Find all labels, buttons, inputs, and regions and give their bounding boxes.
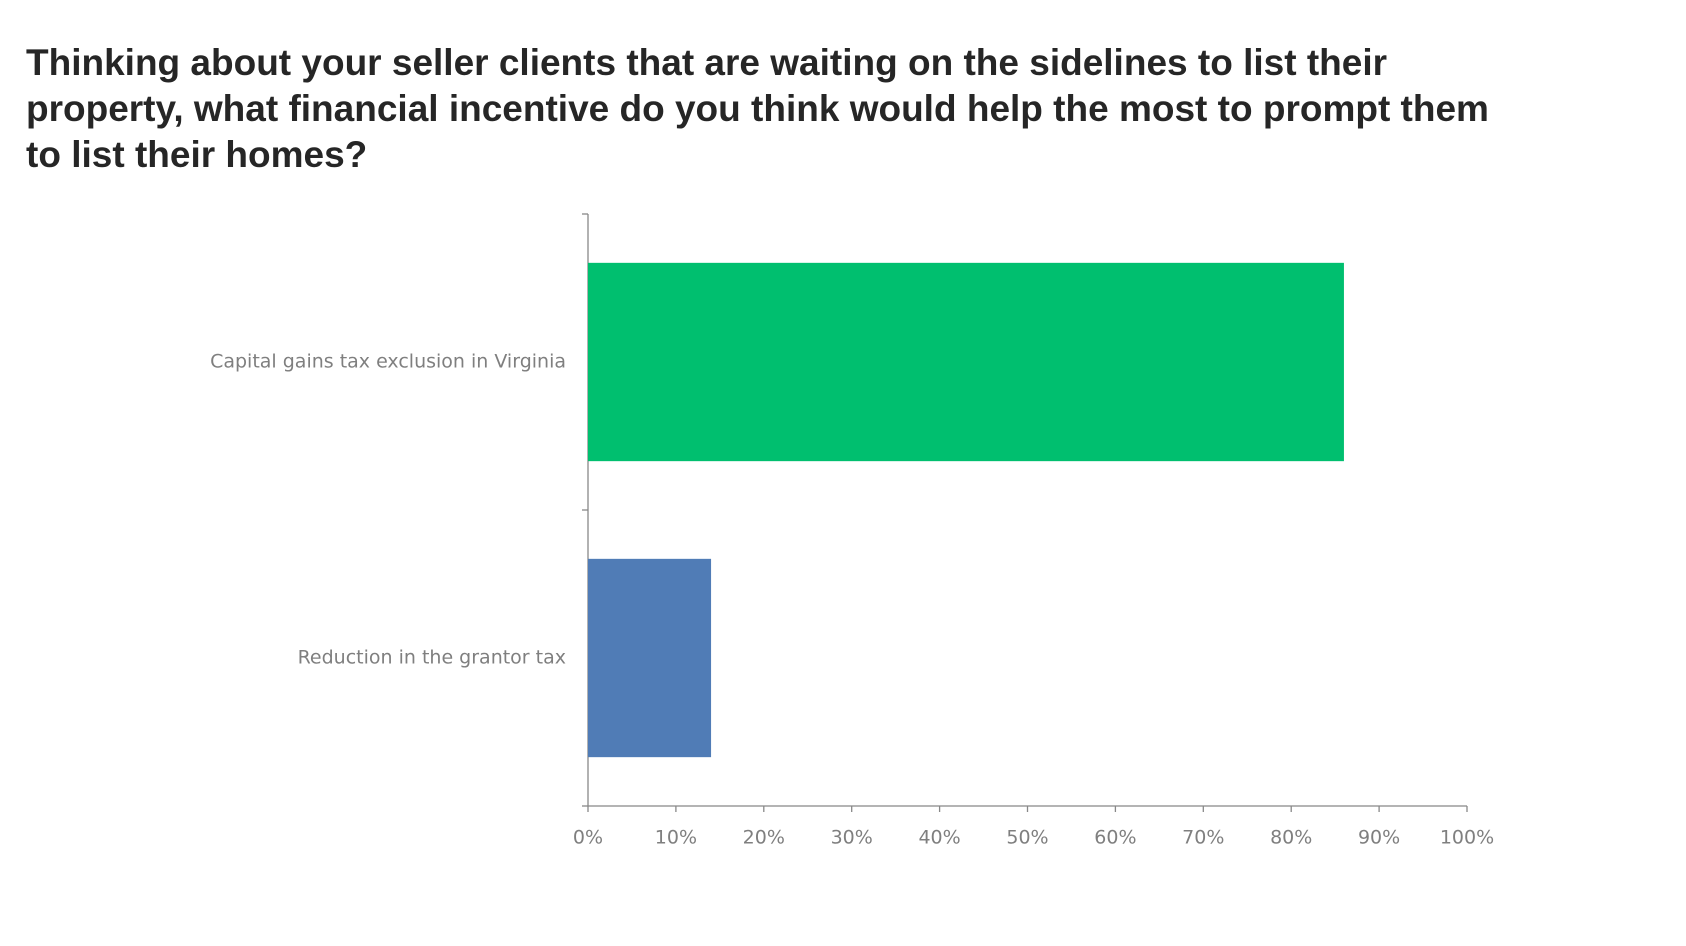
chart-title: Thinking about your seller clients that … xyxy=(26,42,1489,175)
x-tick-label: 60% xyxy=(1094,827,1136,849)
x-tick-label: 0% xyxy=(573,827,603,849)
x-tick-label: 70% xyxy=(1182,827,1224,849)
bar xyxy=(588,558,712,758)
bar xyxy=(588,262,1344,462)
x-tick-label: 20% xyxy=(743,827,785,849)
x-tick-label: 10% xyxy=(655,827,697,849)
x-tick-label: 90% xyxy=(1358,827,1400,849)
x-tick-label: 80% xyxy=(1270,827,1312,849)
x-tick-label: 100% xyxy=(1440,827,1494,849)
x-tick-label: 40% xyxy=(918,827,960,849)
x-tick-label: 50% xyxy=(1006,827,1048,849)
y-tick-label: Capital gains tax exclusion in Virginia xyxy=(210,351,566,373)
y-tick-label: Reduction in the grantor tax xyxy=(298,647,566,669)
x-tick-label: 30% xyxy=(831,827,873,849)
